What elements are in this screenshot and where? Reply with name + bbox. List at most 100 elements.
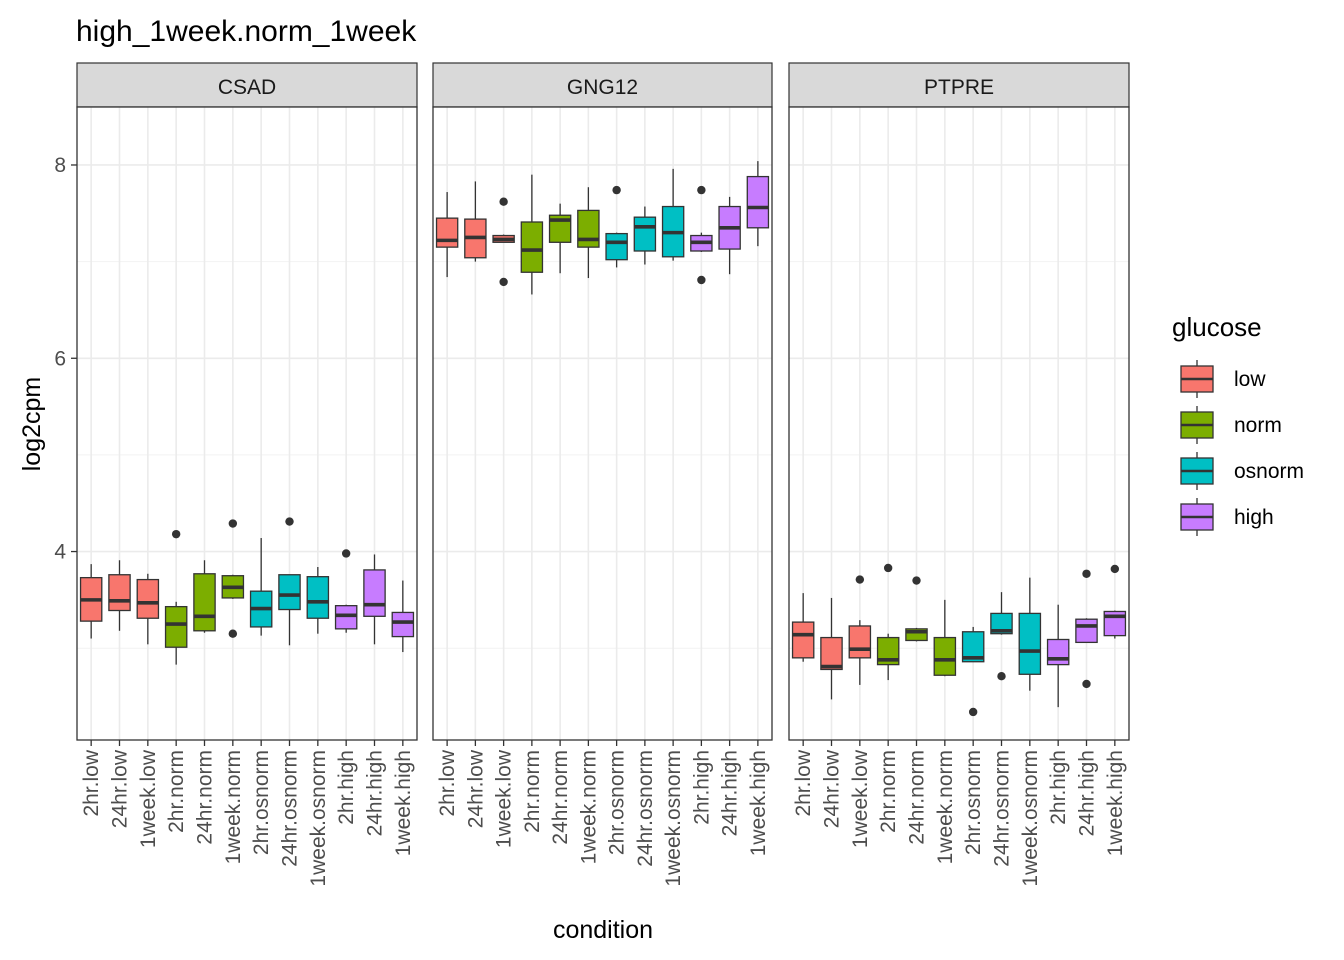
box-csad-24hr.osnorm (278, 517, 301, 646)
outlier-point (228, 519, 238, 528)
panel-border (788, 106, 1130, 741)
x-tick-label: 2hr.low (80, 749, 103, 816)
x-tick-label: 24hr.osnorm (991, 750, 1014, 867)
box-gng12-1week.high (746, 161, 770, 247)
box-body (876, 636, 900, 666)
box-ptpre-1week.low (848, 575, 872, 685)
box-gng12-24hr.high (718, 196, 741, 275)
x-tick-label: 1week.norm (934, 750, 957, 864)
box-body (391, 611, 415, 638)
outlier-point (1082, 679, 1091, 689)
x-tick-label: 2hr.low (436, 749, 459, 816)
box-ptpre-24hr.norm (905, 576, 928, 642)
outlier-point (1082, 569, 1091, 578)
x-tick-label: 1week.osnorm (662, 750, 685, 887)
box-body (306, 576, 330, 619)
box-ptpre-24hr.osnorm (990, 592, 1013, 681)
x-tick-label: 1week.osnorm (1019, 750, 1042, 887)
box-csad-2hr.norm (164, 529, 188, 665)
chart-title: high_1week.norm_1week (76, 15, 417, 48)
facet-strip (76, 62, 418, 108)
facet-strip-label: PTPRE (924, 76, 994, 99)
outlier-point (997, 672, 1006, 681)
x-tick-label: 2hr.osnorm (606, 750, 629, 855)
box-body (820, 636, 843, 671)
x-tick-label: 2hr.low (792, 749, 815, 816)
y-tick-label: 8 (54, 154, 66, 177)
x-tick-label: 2hr.norm (521, 750, 544, 833)
outlier-point (499, 277, 508, 287)
x-tick-label: 1week.low (493, 749, 516, 848)
box-ptpre-1week.osnorm (1018, 577, 1042, 691)
x-tick-label: 24hr.high (364, 750, 387, 836)
box-ptpre-24hr.low (820, 597, 843, 700)
outlier-point (612, 185, 621, 195)
box-body (193, 573, 216, 632)
facet-strip-label: GNG12 (567, 76, 638, 99)
box-body (933, 636, 957, 676)
legend-label: high (1234, 506, 1274, 529)
box-gng12-1week.norm (577, 187, 600, 279)
legend-item-norm: norm (1180, 406, 1282, 444)
box-body (108, 574, 131, 612)
outlier-point (883, 563, 893, 573)
box-body (435, 217, 459, 248)
x-axis-title: condition (553, 916, 653, 944)
x-tick-label: 2hr.osnorm (962, 750, 985, 855)
outlier-point (499, 197, 508, 206)
x-tick-label: 2hr.osnorm (250, 750, 273, 855)
legend-title: glucose (1172, 312, 1262, 342)
box-csad-24hr.high (363, 554, 386, 645)
box-ptpre-24hr.high (1075, 569, 1098, 689)
y-axis-title: log2cpm (18, 377, 46, 472)
legend-item-osnorm: osnorm (1180, 452, 1304, 490)
panel-background (77, 107, 417, 740)
outlier-point (171, 529, 181, 539)
box-gng12-2hr.high (690, 185, 713, 285)
x-tick-label: 24hr.osnorm (634, 750, 657, 867)
box-gng12-1week.low (492, 197, 515, 287)
box-body (334, 605, 358, 630)
box-body (278, 574, 301, 611)
legend-label: low (1234, 368, 1266, 391)
x-tick-label: 1week.high (1104, 750, 1127, 856)
panel-border (76, 106, 418, 741)
outlier-point (228, 629, 238, 638)
box-gng12-2hr.osnorm (605, 185, 628, 268)
x-tick-label: 24hr.norm (906, 750, 929, 845)
x-tick-label: 24hr.low (821, 749, 844, 828)
box-ptpre-1week.norm (933, 599, 957, 677)
x-tick-label: 2hr.high (335, 750, 358, 825)
x-tick-label: 1week.high (392, 750, 415, 856)
facet-panel-gng12: GNG12 2hr.low 24hr.low 1week.low 2hr.norm 24h… (432, 62, 773, 887)
legend-label: norm (1234, 414, 1282, 437)
x-tick-label: 24hr.low (464, 749, 487, 828)
box-csad-24hr.low (108, 560, 131, 631)
facet-strip (432, 62, 773, 108)
box-body (961, 631, 985, 663)
panel-background (433, 107, 772, 740)
panel-background (789, 107, 1129, 740)
outlier-point (912, 576, 921, 585)
box-csad-1week.high (391, 580, 415, 653)
outlier-point (855, 575, 865, 584)
box-gng12-2hr.norm (520, 174, 544, 295)
box-body (164, 605, 188, 648)
box-ptpre-2hr.high (1046, 604, 1070, 708)
x-tick-label: 2hr.high (690, 750, 713, 825)
box-csad-1week.low (136, 573, 160, 645)
box-body (905, 628, 928, 642)
box-ptpre-1week.high (1103, 564, 1127, 639)
box-body (1046, 638, 1070, 666)
box-body (791, 621, 815, 659)
outlier-point (968, 707, 978, 717)
panel-border (432, 106, 773, 741)
x-tick-label: 24hr.norm (194, 750, 217, 845)
x-tick-label: 24hr.osnorm (279, 750, 302, 867)
outlier-point (1110, 564, 1120, 574)
box-body (363, 569, 386, 617)
box-csad-1week.norm (221, 519, 245, 638)
facet-strip-label: CSAD (218, 76, 276, 99)
